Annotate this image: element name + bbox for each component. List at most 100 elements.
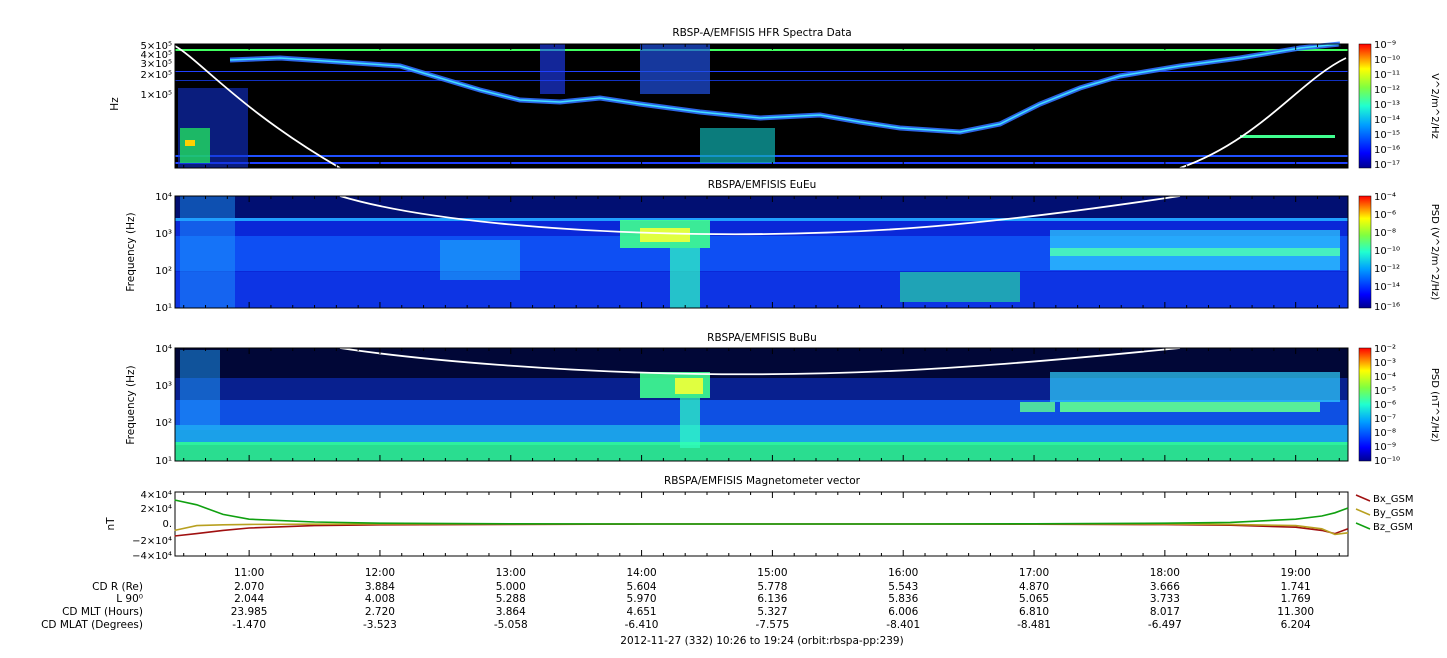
- ephemeris-value: 8.017: [1150, 606, 1180, 618]
- ephemeris-value: 4.870: [1019, 581, 1049, 593]
- y-tick-label: −2×10⁴: [132, 536, 172, 547]
- legend-label: Bz_GSM: [1373, 522, 1413, 533]
- colorbar-gradient: [1358, 347, 1372, 462]
- legend-swatch: [1355, 508, 1371, 516]
- ephemeris-value: 4.651: [627, 606, 657, 618]
- time-tick-label: 18:00: [1150, 567, 1180, 579]
- ephemeris-value: 5.288: [496, 593, 526, 605]
- colorbar-tick: 10⁻⁸: [1374, 228, 1396, 239]
- legend-label: Bx_GSM: [1373, 494, 1414, 505]
- ephemeris-row-label: CD MLT (Hours): [62, 606, 143, 618]
- colorbar: 10⁻² 10⁻³ 10⁻⁴ 10⁻⁵ 10⁻⁶ 10⁻⁷ 10⁻⁸ 10⁻⁹ …: [1358, 344, 1440, 467]
- ephemeris-value: 2.044: [234, 593, 264, 605]
- y-tick-label: 1×10⁵: [141, 90, 172, 101]
- colorbar-tick: 10⁻⁵: [1374, 386, 1396, 397]
- noise-region: [440, 240, 520, 280]
- colorbar-tick: 10⁻¹⁵: [1374, 130, 1400, 141]
- colorbar-label: PSD (V^2/m^2/Hz): [1429, 204, 1440, 301]
- colorbar-tick: 10⁻¹⁷: [1374, 160, 1400, 171]
- y-tick-label: 0.: [162, 519, 172, 530]
- colorbar-tick: 10⁻¹⁶: [1374, 145, 1400, 156]
- y-axis-label: nT: [105, 517, 117, 531]
- low-frequency-band: [175, 442, 1348, 461]
- colorbar-tick: 10⁻¹⁰: [1374, 246, 1400, 257]
- colorbar-tick: 10⁻¹³: [1374, 100, 1400, 111]
- ephemeris-value: 11.300: [1277, 606, 1314, 618]
- colorbar-tick: 10⁻⁹: [1374, 40, 1396, 51]
- band: [175, 80, 1348, 81]
- y-tick-label: 2×10⁴: [141, 504, 172, 515]
- colorbar-tick: 10⁻⁹: [1374, 442, 1396, 453]
- time-tick-label: 13:00: [496, 567, 526, 579]
- time-tick-label: 19:00: [1281, 567, 1311, 579]
- ephemeris-value: 5.970: [627, 593, 657, 605]
- ephemeris-value: -5.058: [494, 619, 528, 631]
- legend-swatch: [1355, 522, 1371, 530]
- y-axis-label: Hz: [109, 97, 121, 111]
- upper-hybrid-core: [229, 43, 1341, 133]
- band: [175, 218, 1348, 221]
- y-axis-label: Frequency (Hz): [125, 212, 137, 291]
- colorbar-tick: 10⁻¹⁰: [1374, 55, 1400, 66]
- hiss-core: [1060, 402, 1320, 412]
- noise-region: [180, 196, 235, 308]
- spectrogram-features: [175, 195, 1348, 308]
- ephemeris-row-label: L 90⁰: [116, 593, 143, 605]
- y-tick-label: 3×10⁵: [141, 59, 172, 70]
- band: [175, 425, 1348, 445]
- ephemeris-value: -8.401: [886, 619, 920, 631]
- plot-frame: [174, 43, 1349, 169]
- y-tick-label: 4×10⁵: [141, 50, 172, 61]
- time-tick-label: 11:00: [234, 567, 264, 579]
- ephemeris-value: 6.006: [888, 606, 918, 618]
- gyrofrequency-line: [174, 45, 341, 169]
- emission-core: [675, 378, 703, 394]
- y-tick-label: 10³: [155, 229, 172, 240]
- ephemeris-value: 3.864: [496, 606, 526, 618]
- y-tick-label: 2×10⁵: [141, 70, 172, 81]
- colorbar-gradient: [1358, 43, 1372, 169]
- spectrogram-features: [175, 347, 1348, 461]
- colorbar-tick: 10⁻¹⁴: [1374, 282, 1400, 293]
- colorbar-tick: 10⁻¹⁰: [1374, 456, 1400, 467]
- colorbar-tick: 10⁻¹¹: [1374, 70, 1400, 81]
- emission-region: [900, 272, 1020, 302]
- ephemeris-value: 3.733: [1150, 593, 1180, 605]
- emission-region: [680, 398, 700, 448]
- colorbar-tick: 10⁻⁴: [1374, 192, 1396, 203]
- gyrofrequency-line-right: [1179, 57, 1347, 169]
- hiss-core: [1050, 248, 1340, 256]
- y-axis: 10⁴ 10³ 10² 10¹ Frequency (Hz): [125, 192, 172, 314]
- background-band: [175, 272, 1348, 308]
- time-axis-ticks: [183, 44, 1340, 556]
- ephemeris-value: 5.778: [757, 581, 787, 593]
- colorbar-label: V^2/m^2/Hz: [1429, 73, 1440, 139]
- colorbar-tick: 10⁻⁷: [1374, 414, 1396, 425]
- noise-region: [700, 128, 775, 163]
- time-tick-label: 15:00: [757, 567, 787, 579]
- noise-region: [640, 44, 710, 94]
- ephemeris-value: 5.327: [757, 606, 787, 618]
- panel-title: RBSPA/EMFISIS EuEu: [708, 179, 817, 191]
- emission-region: [1020, 402, 1055, 412]
- ephemeris-value: 5.836: [888, 593, 918, 605]
- y-tick-label: 10²: [155, 266, 172, 277]
- colorbar-tick: 10⁻⁶: [1374, 210, 1396, 221]
- noise-region: [185, 140, 195, 146]
- legend-item-by: By_GSM: [1355, 508, 1414, 519]
- y-tick-label: 10³: [155, 381, 172, 392]
- colorbar-tick: 10⁻⁸: [1374, 428, 1396, 439]
- colorbar-label: PSD (nT^2/Hz): [1429, 368, 1440, 442]
- ephemeris-value: -3.523: [363, 619, 397, 631]
- noise-region: [540, 44, 565, 94]
- colorbar-tick: 10⁻¹⁶: [1374, 302, 1400, 313]
- ephemeris-value: 5.065: [1019, 593, 1049, 605]
- colorbar: 10⁻⁹ 10⁻¹⁰ 10⁻¹¹ 10⁻¹² 10⁻¹³ 10⁻¹⁴ 10⁻¹⁵…: [1358, 40, 1440, 171]
- y-tick-label: 10⁴: [155, 192, 172, 203]
- time-tick-label: 14:00: [626, 567, 656, 579]
- gyrofrequency-line: [339, 347, 1181, 376]
- panel-title: RBSPA/EMFISIS Magnetometer vector: [664, 475, 861, 487]
- ephemeris-value: 6.136: [757, 593, 787, 605]
- y-tick-label: 10¹: [155, 303, 172, 314]
